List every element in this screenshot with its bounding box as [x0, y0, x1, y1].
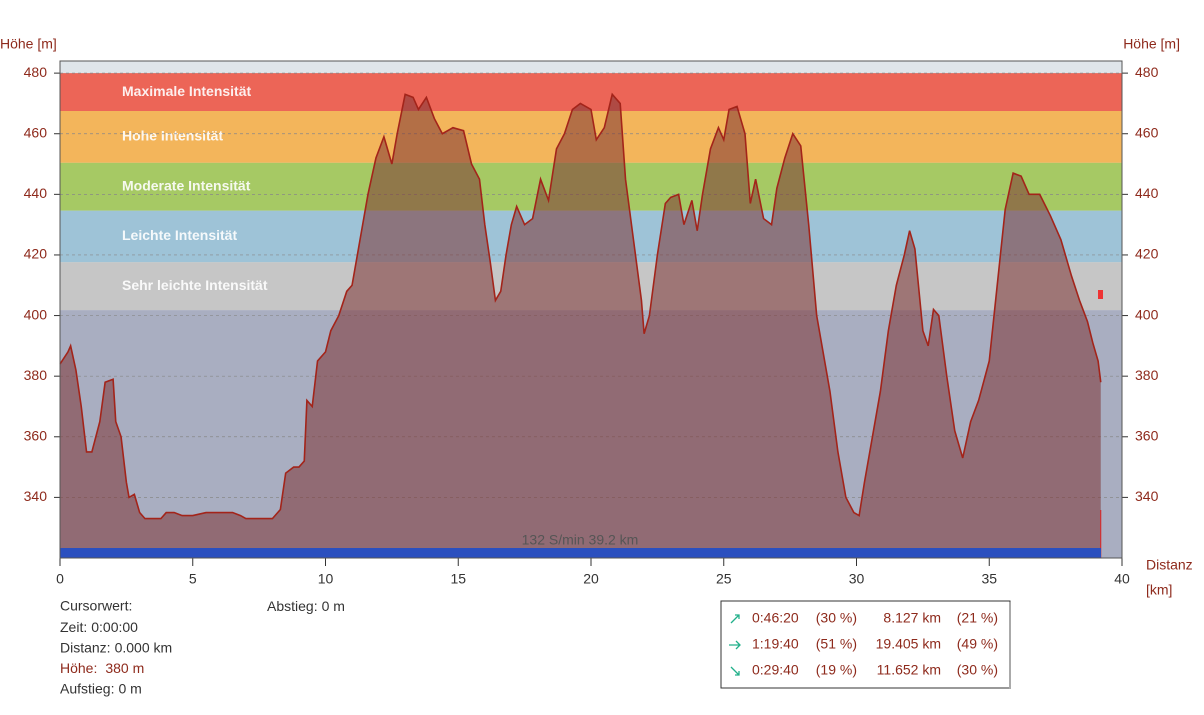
y-tick-label: 420: [24, 246, 48, 262]
y2-tick-label: 440: [1135, 185, 1159, 201]
x-tick-label: 20: [583, 571, 599, 587]
stats-box: [720, 600, 1011, 689]
cursor-row: Zeit: 0:00:00: [60, 619, 138, 635]
elevation-line: [59, 92, 1102, 520]
marker: [1098, 290, 1103, 299]
cursor-label: Zeit:: [60, 619, 87, 635]
band-label: Hohe Intensität: [122, 128, 223, 144]
y-tick-label: 480: [24, 64, 48, 80]
band-label: Moderate Intensität: [122, 177, 251, 193]
annotation: 132 S/min 39.2 km: [522, 532, 639, 548]
direction-icons: [729, 614, 741, 676]
band-label: Leichte Intensität: [122, 227, 237, 243]
cursor-row: Höhe: 380 m: [60, 660, 144, 676]
stats-cell: 1:19:40: [752, 636, 799, 652]
stats-cell: 19.405 km: [876, 636, 941, 652]
descent-label: Abstieg:: [267, 598, 318, 614]
area-fill: [60, 94, 1101, 559]
cursor-row: Distanz: 0.000 km: [60, 639, 172, 655]
band: [60, 73, 1122, 112]
band-label: Sehr leichte Intensität: [122, 277, 268, 293]
x-tick-label: 40: [1114, 571, 1130, 587]
cursor-label: Distanz:: [60, 639, 111, 655]
y2-tick-label: 480: [1135, 64, 1159, 80]
stats-cell: 0:46:20: [752, 610, 799, 626]
y-tick-label: 400: [24, 306, 48, 322]
cursor-value: 0 m: [118, 680, 141, 696]
cursor-value: 0.000 km: [115, 639, 173, 655]
plot-frame: [59, 60, 1123, 559]
y-axis-label: Höhe [m]: [0, 36, 57, 52]
y2-tick-label: 360: [1135, 427, 1159, 443]
x-tick-label: 35: [981, 571, 997, 587]
y2-tick-label: 420: [1135, 246, 1159, 262]
x-tick-label: 30: [849, 571, 865, 587]
up-icon: [730, 614, 740, 624]
y-tick-label: 440: [24, 185, 48, 201]
y-tick-label: 360: [24, 427, 48, 443]
stats-cell: (49 %): [957, 636, 998, 652]
x-tick-label: 5: [189, 571, 197, 587]
y2-tick-label: 380: [1135, 367, 1159, 383]
cursor-value: 0:00:00: [91, 619, 138, 635]
x-tick-label: 0: [56, 571, 64, 587]
cursor-value: 380 m: [105, 660, 144, 676]
cursor-title: Cursorwert:: [60, 598, 132, 614]
stats-cell: (19 %): [816, 662, 857, 678]
x-tick-label: 25: [716, 571, 732, 587]
stats-cell: (30 %): [957, 662, 998, 678]
bottom-bar: [60, 548, 1101, 558]
x-tick-label: 10: [318, 571, 334, 587]
info: Cursorwert: Zeit: 0:00:00 Distanz: 0.000 km H…: [60, 598, 998, 697]
stats-cell: (51 %): [816, 636, 857, 652]
x-axis-label: Distanz: [1146, 557, 1193, 573]
x-tick-label: 15: [450, 571, 466, 587]
stats-cell: 8.127 km: [883, 610, 941, 626]
y-tick-label: 380: [24, 367, 48, 383]
y-tick-label: 460: [24, 124, 48, 140]
y2-axis-label: Höhe [m]: [1123, 36, 1180, 52]
flat-icon: [729, 640, 741, 650]
cursor-label: Aufstieg:: [60, 680, 114, 696]
cursor-label: Höhe:: [60, 660, 97, 676]
stats-cell: (30 %): [816, 610, 857, 626]
y2-tick-label: 340: [1135, 488, 1159, 504]
band-label: Maximale Intensität: [122, 83, 251, 99]
y2-tick-label: 400: [1135, 306, 1159, 322]
y2-tick-label: 460: [1135, 124, 1159, 140]
stats-cell: 11.652 km: [877, 662, 941, 678]
descent: Abstieg: 0 m: [267, 598, 345, 614]
cursor-row: Aufstieg: 0 m: [60, 680, 142, 696]
stats-cell: 0:29:40: [752, 662, 799, 678]
descent-value: 0 m: [322, 598, 345, 614]
down-icon: [730, 666, 740, 676]
x-axis-unit: [km]: [1146, 582, 1172, 598]
y-tick-label: 340: [24, 488, 48, 504]
stats-cell: (21 %): [957, 610, 998, 626]
